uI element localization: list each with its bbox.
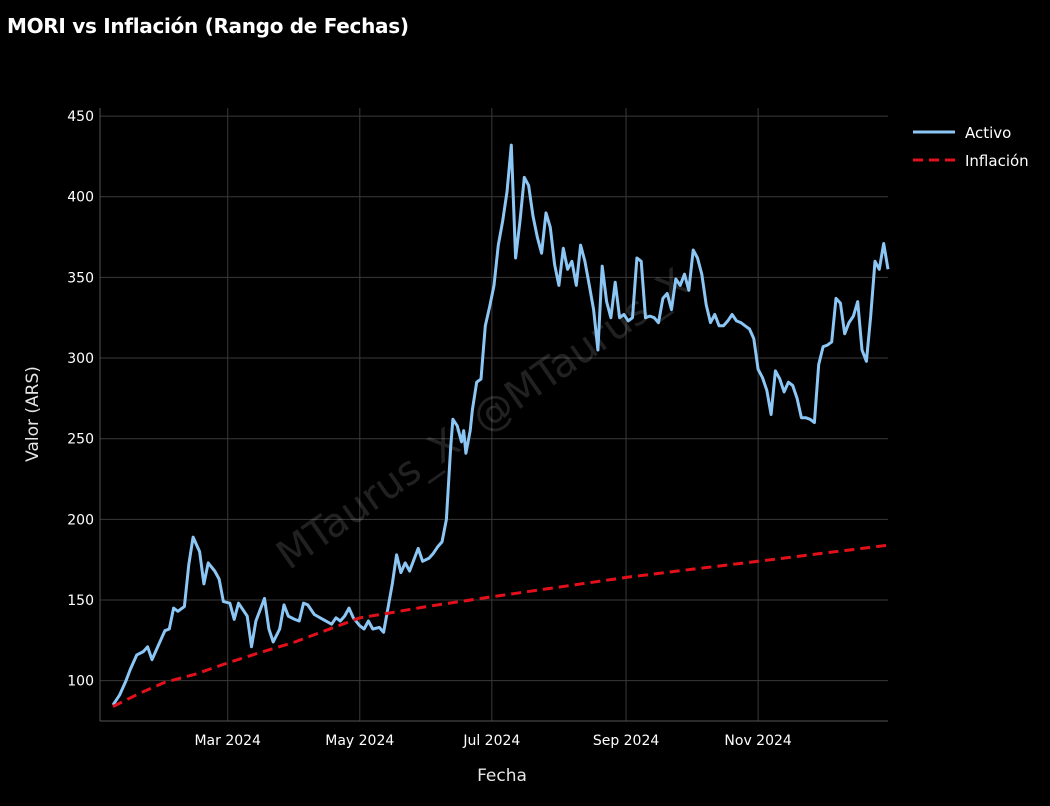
- y-tick-label: 300: [67, 351, 94, 367]
- y-tick-label: 100: [67, 674, 94, 690]
- series-line-activo: [111, 143, 890, 706]
- legend-item-activo[interactable]: Activo: [913, 124, 1011, 142]
- chart-title: MORI vs Inflación (Rango de Fechas): [7, 14, 409, 38]
- legend-label-activo: Activo: [965, 124, 1011, 142]
- x-tick-label: Mar 2024: [194, 733, 261, 749]
- y-tick-label: 350: [67, 270, 94, 286]
- x-tick-label: Sep 2024: [593, 733, 660, 749]
- x-axis-title: Fecha: [477, 766, 527, 786]
- legend[interactable]: Activo Inflación: [913, 124, 1029, 170]
- y-tick-label: 250: [67, 432, 94, 448]
- series: [111, 143, 890, 708]
- tick-labels: 100 150 200 250 300 350 400 450 Mar 2024 May 2024…: [67, 109, 792, 749]
- y-tick-label: 400: [67, 190, 94, 206]
- x-tick-label: May 2024: [325, 733, 394, 749]
- axes: [99, 108, 888, 722]
- y-tick-label: 450: [67, 109, 94, 125]
- y-tick-label: 200: [67, 512, 94, 528]
- x-tick-label: Nov 2024: [724, 733, 791, 749]
- series-line-inflacion: [112, 543, 889, 708]
- y-tick-label: 150: [67, 593, 94, 609]
- legend-item-inflacion[interactable]: Inflación: [913, 152, 1029, 170]
- legend-label-inflacion: Inflación: [965, 152, 1029, 170]
- y-axis-title: Valor (ARS): [23, 366, 43, 462]
- x-tick-label: Jul 2024: [462, 733, 520, 749]
